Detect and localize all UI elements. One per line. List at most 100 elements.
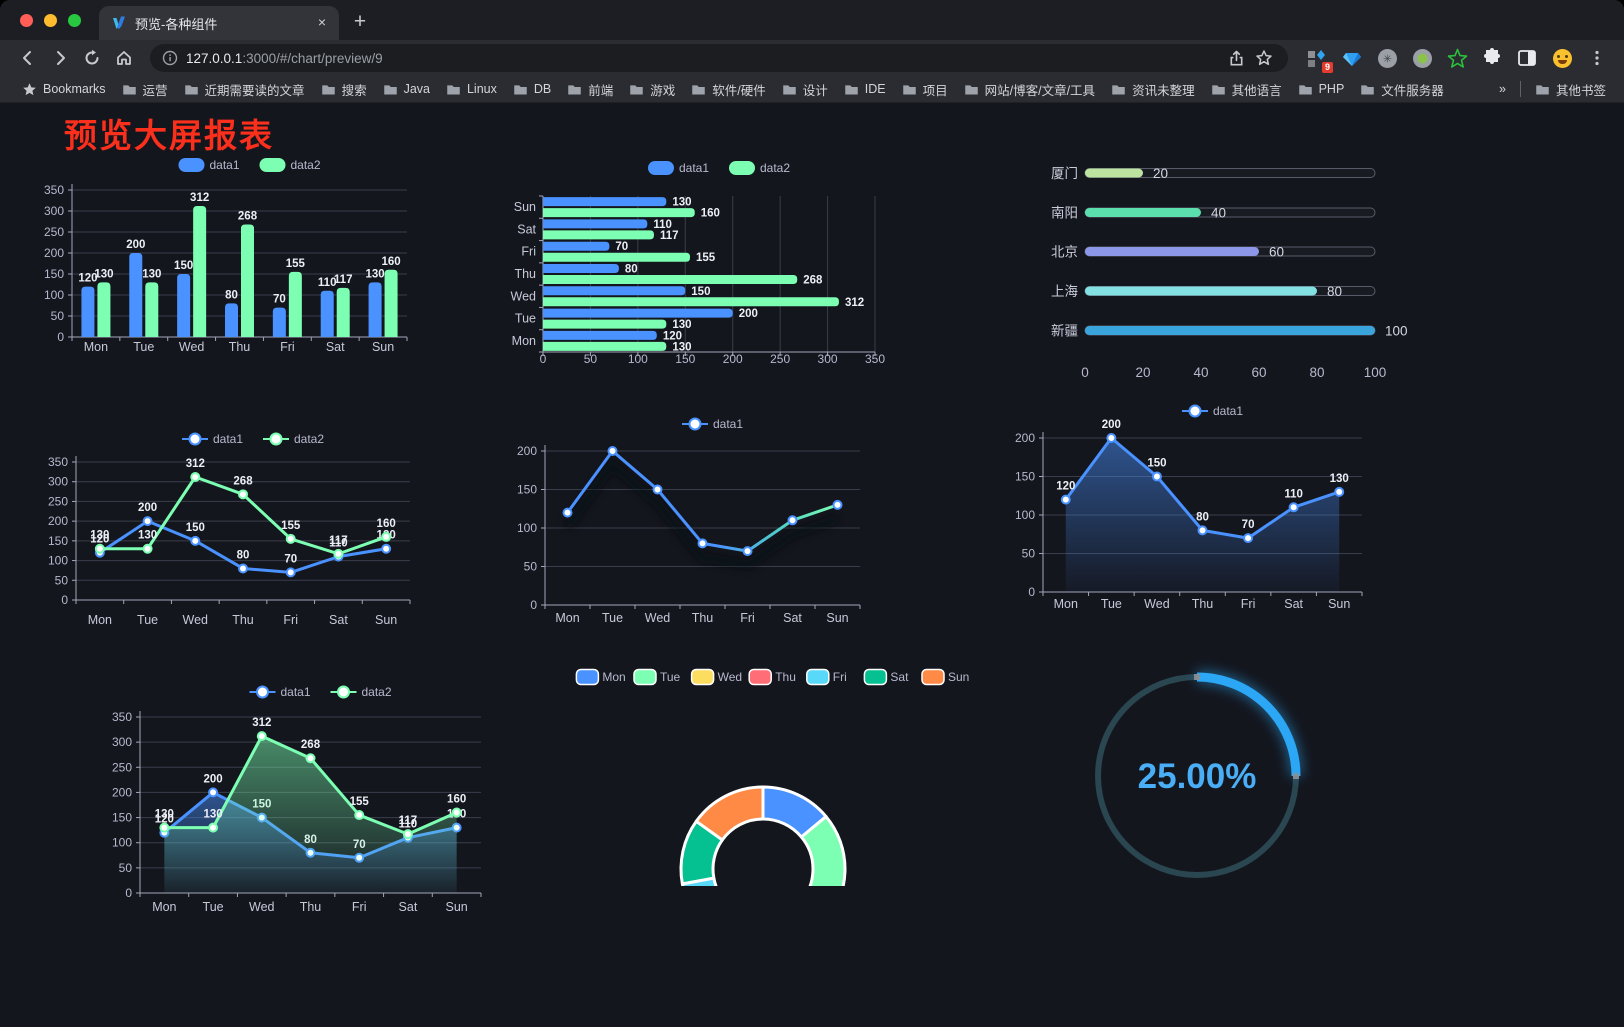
address-bar[interactable]: 127.0.0.1:3000/#/chart/preview/9 <box>150 44 1288 72</box>
chart-area-line[interactable]: data1 0 50 100 150 200 Mon Tue Wed Thu Fri Sat Sun 12… <box>985 395 1371 625</box>
extension-userscript-icon[interactable]: 9 <box>1306 47 1333 73</box>
bookmark-folder[interactable]: 资讯未整理 <box>1103 78 1203 101</box>
bookmarks-overflow-chevron[interactable]: » <box>1499 82 1506 96</box>
svg-text:250: 250 <box>44 225 64 239</box>
bookmark-folder-label: 游戏 <box>650 83 676 98</box>
svg-text:Thu: Thu <box>229 340 251 354</box>
svg-text:200: 200 <box>112 785 132 799</box>
bookmarks-manager-item[interactable]: Bookmarks <box>14 80 114 99</box>
share-icon <box>1232 50 1240 61</box>
bookmark-folder[interactable]: Linux <box>438 80 505 99</box>
bookmark-folder[interactable]: 文件服务器 <box>1352 78 1452 101</box>
bookmark-folder[interactable]: 软件/硬件 <box>683 78 773 101</box>
svg-text:Mon: Mon <box>512 334 536 348</box>
svg-text:130: 130 <box>94 268 113 280</box>
browser-tab[interactable]: 预览-各种组件 × <box>99 6 339 40</box>
fullscreen-window-button[interactable] <box>68 13 81 27</box>
svg-text:0: 0 <box>540 352 547 366</box>
bookmark-folder-label: Linux <box>466 82 497 96</box>
reload-button[interactable] <box>78 44 106 72</box>
svg-text:110: 110 <box>653 219 672 231</box>
tab-favicon <box>113 16 125 29</box>
svg-text:Fri: Fri <box>740 611 755 625</box>
bookmark-folder[interactable]: 搜索 <box>313 78 375 101</box>
close-window-button[interactable] <box>20 13 33 27</box>
svg-text:data1: data1 <box>1213 404 1243 418</box>
bookmark-folder[interactable]: 项目 <box>894 78 956 101</box>
svg-text:117: 117 <box>334 274 353 286</box>
svg-text:Mon: Mon <box>152 900 176 914</box>
browser-menu-button[interactable] <box>1586 47 1608 69</box>
svg-text:Wed: Wed <box>1144 597 1170 611</box>
home-button[interactable] <box>110 44 138 72</box>
chart-donut[interactable]: Mon Tue Wed Thu Fri Sat Sun <box>550 640 976 886</box>
svg-text:312: 312 <box>186 458 205 470</box>
extensions-puzzle-icon[interactable] <box>1481 47 1503 69</box>
svg-text:268: 268 <box>233 475 253 487</box>
bookmark-folder[interactable]: 运营 <box>114 78 176 101</box>
bookmark-folder[interactable]: 设计 <box>774 78 836 101</box>
chart-grouped-bar[interactable]: data1 data2 0 50 100 150 200 250 300 350 Mon Tue Wed… <box>38 150 434 365</box>
chart-two-line[interactable]: data1 data2 0 50 100 150 200 250 300 350 Mon Tue Wed… <box>40 425 420 643</box>
svg-text:南阳: 南阳 <box>1051 206 1078 221</box>
svg-text:268: 268 <box>803 275 823 287</box>
minimize-window-button[interactable] <box>44 13 57 27</box>
bookmark-folder[interactable]: 网站/博客/文章/工具 <box>956 78 1103 101</box>
svg-text:120: 120 <box>1056 481 1075 493</box>
svg-text:Wed: Wed <box>179 340 205 354</box>
bookmark-folder[interactable]: 近期需要读的文章 <box>176 78 313 101</box>
bookmark-folder[interactable]: 其他语言 <box>1203 78 1290 101</box>
svg-text:150: 150 <box>691 286 710 298</box>
bookmark-folder[interactable]: DB <box>505 80 559 99</box>
svg-text:Sat: Sat <box>326 340 345 354</box>
extension-emoji-icon[interactable] <box>1551 47 1573 69</box>
svg-text:50: 50 <box>119 861 133 875</box>
sidebar-toggle-icon[interactable] <box>1516 47 1538 69</box>
bookmark-folder[interactable]: PHP <box>1290 80 1353 99</box>
bookmark-folder[interactable]: Java <box>375 80 438 99</box>
bookmark-star-button[interactable] <box>1250 44 1278 72</box>
extension-snowflake-icon[interactable]: ✳ <box>1376 47 1398 69</box>
svg-text:200: 200 <box>739 308 758 320</box>
folder-icon <box>1211 84 1225 94</box>
bookmark-folder[interactable]: IDE <box>836 80 894 99</box>
site-info-icon[interactable] <box>162 50 178 66</box>
chart-gauge-progress[interactable]: 25.00% <box>1085 655 1317 893</box>
svg-text:Thu: Thu <box>300 900 322 914</box>
share-button[interactable] <box>1222 44 1250 72</box>
bookmark-folder[interactable]: 游戏 <box>621 78 683 101</box>
svg-text:Sat: Sat <box>329 613 348 627</box>
svg-text:100: 100 <box>48 554 68 568</box>
bookmark-folder-label: 资讯未整理 <box>1132 83 1195 98</box>
svg-text:312: 312 <box>252 717 271 729</box>
extension-badge: 9 <box>1321 62 1333 73</box>
bookmark-folder-label: 设计 <box>802 83 828 98</box>
extension-green-star-icon[interactable] <box>1446 47 1468 69</box>
chart-gradient-line[interactable]: data1 0 50 100 150 200 Mon Tue Wed Thu Fri Sat Sun <box>500 405 892 643</box>
extension-gem-icon[interactable] <box>1341 47 1363 69</box>
bookmark-folder[interactable]: 前端 <box>559 78 621 101</box>
svg-text:200: 200 <box>723 352 743 366</box>
back-button[interactable] <box>14 44 42 72</box>
svg-text:250: 250 <box>770 352 790 366</box>
new-tab-button[interactable]: + <box>353 10 367 33</box>
svg-text:Fri: Fri <box>283 613 298 627</box>
other-bookmarks-folder[interactable]: 其他书签 <box>1527 78 1614 101</box>
svg-text:350: 350 <box>44 183 64 197</box>
tab-close-icon[interactable]: × <box>317 14 327 30</box>
chart-horizontal-bar[interactable]: data1 data2 0 50 100 150 200 250 300 350 Mon 120 130… <box>500 152 892 374</box>
chart-city-progress-bars[interactable]: 厦门 20 南阳 40 北京 60 上海 80 新疆 100 0 20 40 60 80 100 <box>1000 158 1414 390</box>
folder-icon <box>902 84 916 94</box>
bookmark-folder-label: 搜索 <box>341 83 367 98</box>
svg-text:Thu: Thu <box>692 611 714 625</box>
svg-text:200: 200 <box>517 444 537 458</box>
svg-text:150: 150 <box>1147 458 1166 470</box>
svg-text:160: 160 <box>381 256 400 268</box>
home-icon <box>117 51 131 65</box>
extension-green-dot-icon[interactable] <box>1411 47 1433 69</box>
chart-two-area-line[interactable]: data1 data2 0 50 100 150 200 250 300 350 Mon Tue Wed… <box>95 675 495 923</box>
forward-button[interactable] <box>46 44 74 72</box>
bookmarks-label: Bookmarks <box>43 82 106 96</box>
svg-text:Sun: Sun <box>948 670 969 684</box>
svg-text:80: 80 <box>1327 284 1342 299</box>
